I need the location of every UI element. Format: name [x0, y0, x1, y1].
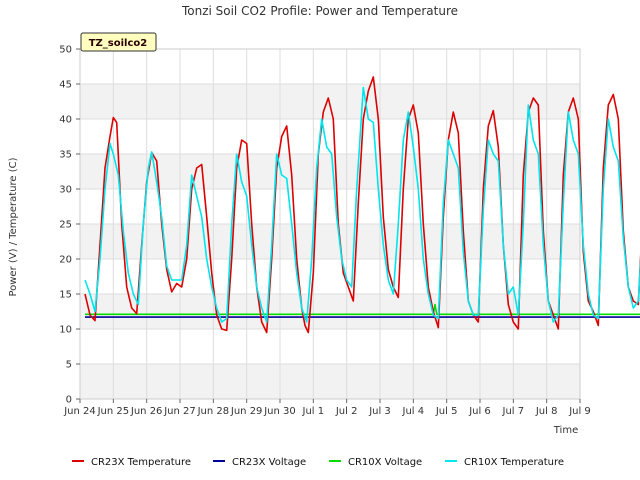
x-tick-label: Jun 29	[230, 406, 263, 417]
y-tick-label: 25	[59, 220, 72, 231]
series-layer	[84, 76, 640, 334]
plot-band	[80, 329, 580, 364]
series-line-cr10x-temperature	[84, 86, 640, 323]
y-tick-label: 5	[66, 360, 72, 371]
x-tick-label: Jul 3	[368, 406, 391, 417]
x-tick-label: Jul 1	[302, 406, 325, 417]
plot-band	[80, 224, 580, 259]
legend-label-cr23x-temperature: CR23X Temperature	[91, 457, 191, 468]
legend: CR23X Temperature CR23X Voltage CR10X Vo…	[72, 457, 564, 468]
y-tick-label: 50	[59, 45, 72, 56]
legend-item-cr10x-temperature: CR10X Temperature	[445, 457, 564, 468]
plot-band	[80, 294, 580, 329]
x-tick-label: Jul 6	[468, 406, 491, 417]
legend-item-cr23x-voltage: CR23X Voltage	[213, 457, 306, 468]
plot-band	[80, 189, 580, 224]
legend-label-cr10x-temperature: CR10X Temperature	[464, 457, 564, 468]
plot-band	[80, 49, 580, 84]
y-tick-label: 40	[59, 115, 72, 126]
x-tick-label: Jun 30	[263, 406, 296, 417]
chart-title: Tonzi Soil CO2 Profile: Power and Temper…	[181, 4, 458, 18]
plot-band	[80, 364, 580, 399]
legend-label-cr23x-voltage: CR23X Voltage	[232, 457, 306, 468]
y-tick-label: 10	[59, 325, 72, 336]
y-tick-label: 20	[59, 255, 72, 266]
x-tick-label: Jun 28	[197, 406, 230, 417]
legend-item-cr23x-temperature: CR23X Temperature	[72, 457, 191, 468]
plot-band	[80, 119, 580, 154]
x-tick-label: Jul 4	[402, 406, 425, 417]
series-line-cr10x-voltage	[85, 303, 640, 316]
legend-item-cr10x-voltage: CR10X Voltage	[329, 457, 422, 468]
station-tag-label: TZ_soilco2	[89, 38, 148, 49]
station-tag-box	[80, 32, 157, 52]
legend-label-cr10x-voltage: CR10X Voltage	[348, 457, 422, 468]
y-axis-ticks: 0 5 10 15 20 25 30 35 40 45 50	[59, 45, 80, 406]
y-tick-label: 0	[66, 395, 72, 406]
x-tick-label: Jul 8	[535, 406, 558, 417]
x-axis-title: Time	[553, 425, 578, 436]
series-line-cr23x-temperature	[84, 76, 640, 334]
plot-band	[80, 259, 580, 294]
x-tick-label: Jun 26	[130, 406, 163, 417]
plot-band	[80, 84, 580, 119]
x-tick-label: Jun 27	[163, 406, 196, 417]
y-tick-label: 45	[59, 80, 72, 91]
y-tick-label: 15	[59, 290, 72, 301]
x-axis-ticks: Jun 24 Jun 25 Jun 26 Jun 27 Jun 28 Jun 29 Jun …	[63, 399, 591, 417]
x-tick-label: Jun 25	[97, 406, 130, 417]
station-tag: TZ_soilco2	[80, 32, 157, 52]
x-tick-label: Jul 9	[568, 406, 591, 417]
x-tick-label: Jul 2	[335, 406, 358, 417]
x-tick-label: Jul 7	[502, 406, 525, 417]
y-tick-label: 30	[59, 185, 72, 196]
x-tick-label: Jun 24	[63, 406, 96, 417]
y-tick-label: 35	[59, 150, 72, 161]
y-axis-title: Power (V) / Temperature (C)	[8, 157, 19, 296]
x-tick-label: Jul 5	[435, 406, 458, 417]
